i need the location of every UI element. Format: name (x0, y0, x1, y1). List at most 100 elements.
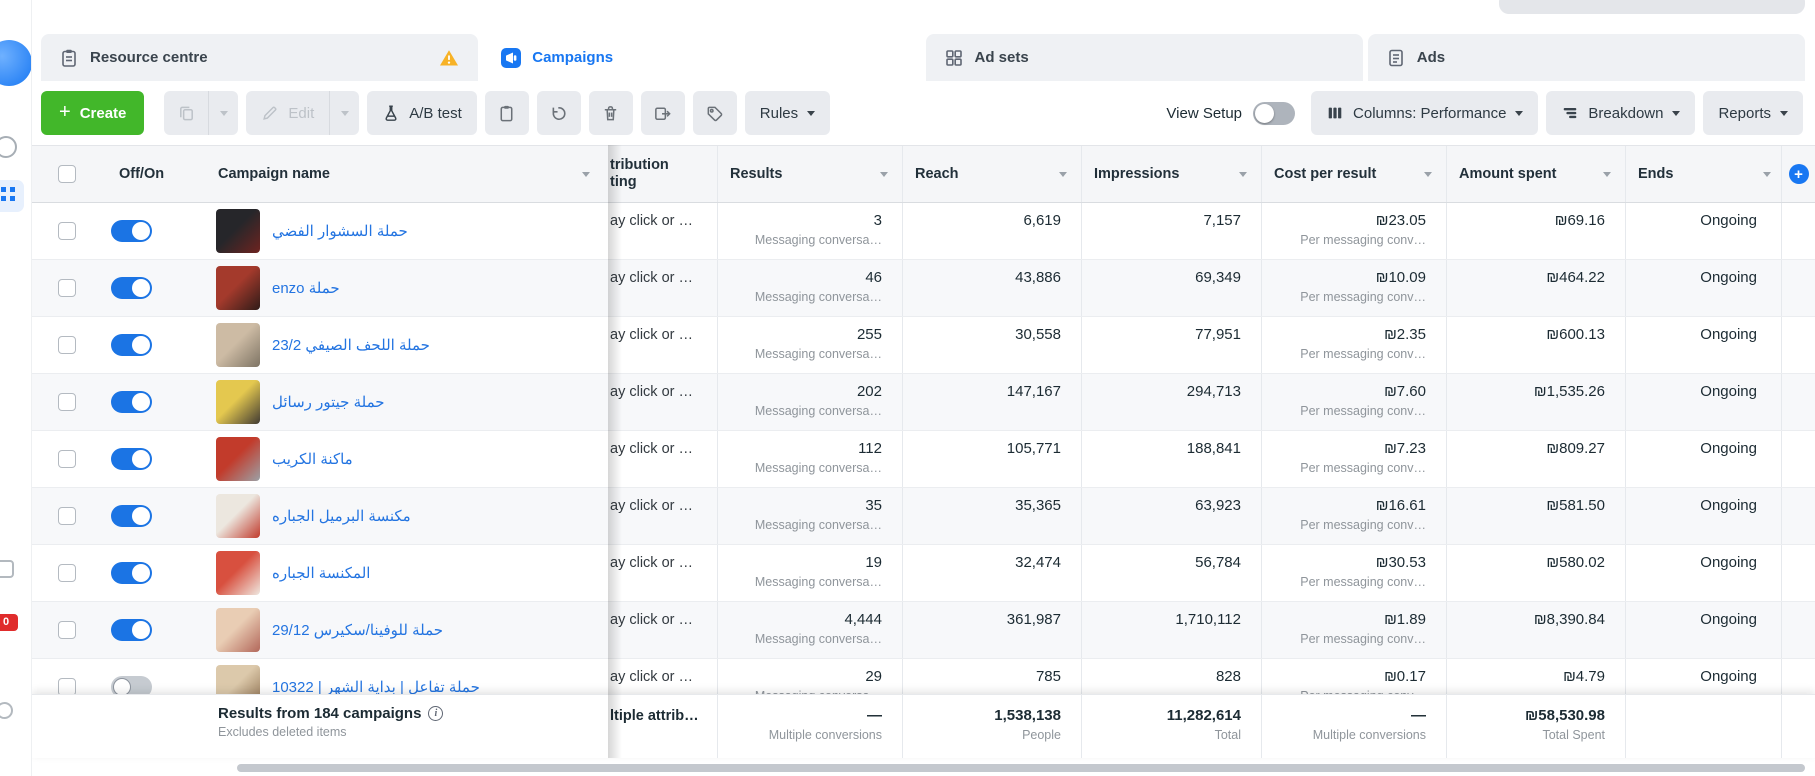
duplicate-button[interactable] (164, 91, 209, 135)
nav-square-icon[interactable] (0, 560, 14, 578)
campaign-toggle[interactable] (111, 277, 152, 299)
amount-spent-cell: ₪581.50 (1447, 488, 1626, 544)
header-cost-per-result[interactable]: Cost per result (1262, 146, 1447, 202)
table-row[interactable]: ماكنة الكريب ay click or … 112 Messaging… (32, 431, 1815, 488)
columns-label: Columns: Performance (1353, 104, 1507, 122)
header-attribution-setting[interactable]: tribution ting (608, 146, 718, 202)
campaigns-icon (501, 47, 522, 68)
table-row[interactable]: حملة للوفينا/سكيرس 29/12 ay click or … 4… (32, 602, 1815, 659)
top-strip-panel (1499, 0, 1805, 14)
view-setup-toggle[interactable] (1253, 101, 1296, 125)
row-checkbox[interactable] (58, 336, 76, 354)
edit-dropdown[interactable] (329, 91, 360, 135)
campaign-toggle[interactable] (111, 562, 152, 584)
campaign-toggle[interactable] (111, 505, 152, 527)
ends-value: Ongoing (1700, 554, 1757, 571)
tab-ads[interactable]: Ads (1367, 34, 1805, 81)
columns-button[interactable]: Columns: Performance (1311, 91, 1539, 135)
select-all-checkbox[interactable] (58, 165, 76, 183)
ends-cell: Ongoing (1626, 545, 1782, 601)
campaign-toggle[interactable] (111, 391, 152, 413)
reach-value: 105,771 (1006, 440, 1061, 457)
view-setup-label: View Setup (1166, 104, 1243, 122)
campaign-name-link[interactable]: حملة للوفينا/سكيرس 29/12 (272, 622, 444, 639)
export-button[interactable] (640, 91, 685, 135)
amount-spent-value: ₪4.79 (1563, 668, 1605, 685)
results-value: 255 (856, 326, 882, 343)
ab-test-button[interactable]: A/B test (367, 91, 477, 135)
campaign-thumbnail (216, 608, 260, 652)
header-amount-spent[interactable]: Amount spent (1447, 146, 1626, 202)
add-column-icon[interactable]: + (1788, 164, 1809, 184)
campaign-toggle[interactable] (111, 619, 152, 641)
attribution-setting-value: ay click or … (608, 431, 718, 487)
nav-dot-icon[interactable] (0, 702, 13, 719)
campaign-toggle[interactable] (111, 334, 152, 356)
reports-button[interactable]: Reports (1703, 91, 1803, 135)
campaign-name-link[interactable]: حملة جيتور رسائل (272, 394, 385, 411)
campaign-name-link[interactable]: حملة اللحف الصيفي 23/2 (272, 337, 430, 354)
row-checkbox[interactable] (58, 222, 76, 240)
create-button[interactable]: + Create (41, 91, 145, 135)
campaign-name-link[interactable]: ماكنة الكريب (272, 451, 353, 468)
impressions-cell: 77,951 (1082, 317, 1262, 373)
row-checkbox[interactable] (58, 450, 76, 468)
campaign-name-link[interactable]: حملة السشوار الفضي (272, 223, 408, 240)
table-row[interactable]: المكنسة الجباره ay click or … 19 Messagi… (32, 545, 1815, 602)
table-header-row: Off/On Campaign name tribution ting Resu… (32, 145, 1815, 203)
amount-spent-cell: ₪1,535.26 (1447, 374, 1626, 430)
results-cell: 202 Messaging conversa… (718, 374, 903, 430)
cost-per-result-value: ₪7.60 (1384, 383, 1426, 400)
campaign-toggle[interactable] (111, 676, 152, 698)
table-row[interactable]: مكنسة البرميل الجباره ay click or … 35 M… (32, 488, 1815, 545)
delete-button[interactable] (588, 91, 633, 135)
tab-ad-sets[interactable]: Ad sets (925, 34, 1363, 81)
ads-manager-nav-icon[interactable] (0, 180, 24, 212)
chevron-down-icon (807, 110, 816, 116)
campaign-toggle[interactable] (111, 448, 152, 470)
breakdown-button[interactable]: Breakdown (1546, 91, 1696, 135)
results-value: 29 (865, 668, 882, 685)
row-checkbox[interactable] (58, 507, 76, 525)
table-row[interactable]: حملة جيتور رسائل ay click or … 202 Messa… (32, 374, 1815, 431)
undo-button[interactable] (536, 91, 581, 135)
tag-button[interactable] (692, 91, 737, 135)
campaign-toggle[interactable] (111, 220, 152, 242)
row-checkbox[interactable] (58, 279, 76, 297)
summary-ends (1626, 695, 1782, 758)
nav-circle-icon[interactable] (0, 136, 17, 158)
edit-button[interactable]: Edit (246, 91, 330, 135)
tab-resource-centre[interactable]: Resource centre (41, 34, 479, 81)
campaign-name-link[interactable]: حملة enzo (272, 280, 340, 297)
account-avatar[interactable] (0, 40, 31, 86)
ends-value: Ongoing (1700, 497, 1757, 514)
campaign-name-link[interactable]: مكنسة البرميل الجباره (272, 508, 411, 525)
campaign-name-link[interactable]: المكنسة الجباره (272, 565, 371, 582)
tab-campaigns[interactable]: Campaigns (483, 34, 921, 81)
header-ends[interactable]: Ends (1626, 146, 1782, 202)
summary-title: Results from 184 campaigns (218, 705, 422, 722)
table-row[interactable]: حملة enzo ay click or … 46 Messaging con… (32, 260, 1815, 317)
sort-caret-icon (1763, 171, 1771, 177)
header-results[interactable]: Results (718, 146, 903, 202)
rules-button[interactable]: Rules (744, 91, 831, 135)
table-row[interactable]: حملة السشوار الفضي ay click or … 3 Messa… (32, 203, 1815, 260)
attribution-setting-value: ay click or … (608, 317, 718, 373)
campaign-name-link[interactable]: حملة تفاعل | بداية الشهر | 10322 (272, 679, 480, 696)
summary-cost: — Multiple conversions (1262, 695, 1447, 758)
sort-caret-icon (880, 171, 888, 177)
table-row[interactable]: حملة اللحف الصيفي 23/2 ay click or … 255… (32, 317, 1815, 374)
copy-button[interactable] (484, 91, 529, 135)
row-checkbox[interactable] (58, 621, 76, 639)
horizontal-scrollbar[interactable] (237, 764, 1805, 772)
header-impressions[interactable]: Impressions (1082, 146, 1262, 202)
notification-badge[interactable]: 0 (0, 614, 18, 631)
impressions-cell: 63,923 (1082, 488, 1262, 544)
row-checkbox[interactable] (58, 564, 76, 582)
info-icon[interactable]: i (428, 706, 444, 721)
duplicate-dropdown[interactable] (208, 91, 239, 135)
header-reach[interactable]: Reach (903, 146, 1082, 202)
row-checkbox[interactable] (58, 393, 76, 411)
header-campaign-name[interactable]: Campaign name (214, 146, 608, 202)
reach-value: 6,619 (1023, 212, 1061, 229)
